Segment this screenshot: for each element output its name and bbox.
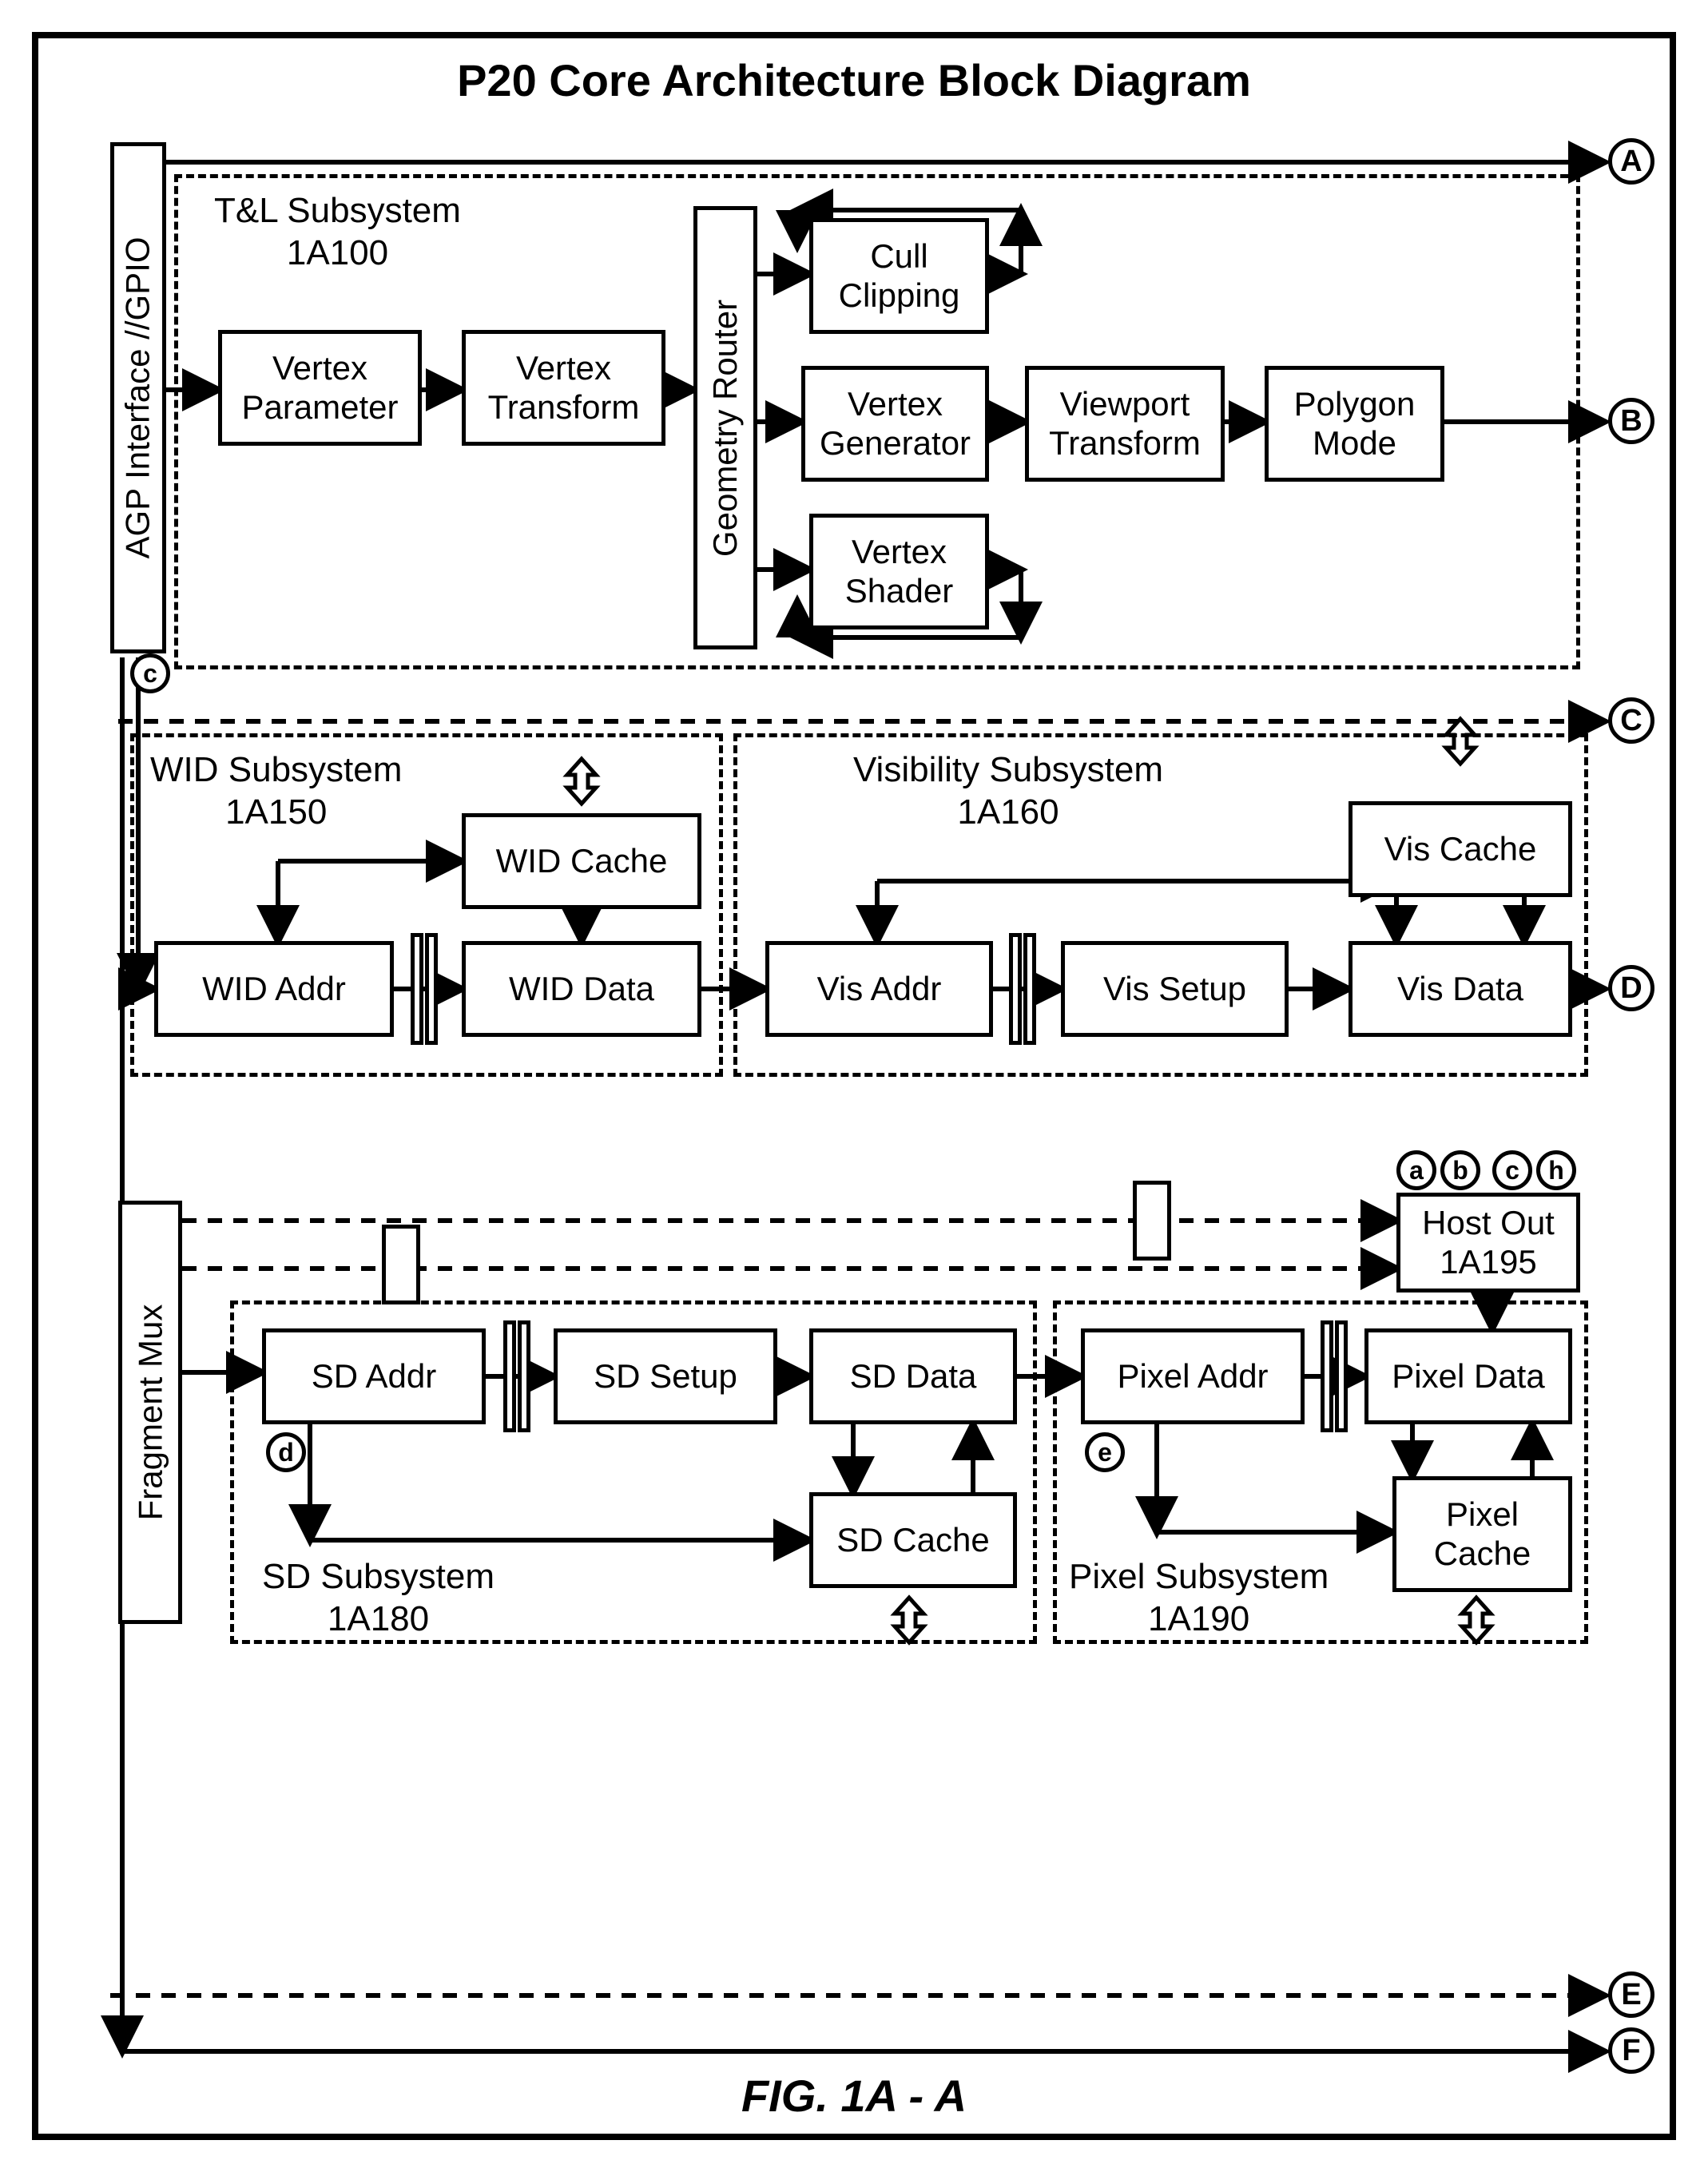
connector-badge-B: B	[1608, 398, 1654, 444]
bus-connector	[1321, 1320, 1333, 1432]
connector-badge-D: D	[1608, 965, 1654, 1011]
connector-badge-c: c	[130, 653, 170, 693]
connector-badge-e: e	[1085, 1432, 1125, 1472]
wid-subsystem-label: WID Subsystem1A150	[150, 749, 402, 834]
connector-badge-b: b	[1440, 1150, 1480, 1190]
cull_clip-block: CullClipping	[809, 218, 989, 334]
connector-badge-E: E	[1608, 1971, 1654, 2018]
connector-badge-d: d	[266, 1432, 306, 1472]
connector-badge-c: c	[1492, 1150, 1532, 1190]
wid_addr-block: WID Addr	[154, 941, 394, 1037]
bus-connector	[503, 1320, 516, 1432]
figure-label: FIG. 1A - A	[38, 2070, 1670, 2122]
connector-badge-F: F	[1608, 2027, 1654, 2074]
vertex_transform-block: VertexTransform	[462, 330, 665, 446]
bus-connector	[382, 1225, 420, 1304]
vis_setup-block: Vis Setup	[1061, 941, 1289, 1037]
bus-connector	[1009, 933, 1022, 1045]
sd_data-block: SD Data	[809, 1328, 1017, 1424]
sd_cache-block: SD Cache	[809, 1492, 1017, 1588]
vertex_gen-block: VertexGenerator	[801, 366, 989, 482]
polygon-block: PolygonMode	[1265, 366, 1444, 482]
connector-badge-C: C	[1608, 697, 1654, 744]
vis_data-block: Vis Data	[1349, 941, 1572, 1037]
sd_setup-block: SD Setup	[554, 1328, 777, 1424]
diagram-title: P20 Core Architecture Block Diagram	[38, 54, 1670, 106]
connector-badge-h: h	[1536, 1150, 1576, 1190]
vis_cache-block: Vis Cache	[1349, 801, 1572, 897]
bus-connector	[425, 933, 438, 1045]
bus-connector	[1133, 1181, 1171, 1261]
pixel_addr-block: Pixel Addr	[1081, 1328, 1305, 1424]
bus-connector	[518, 1320, 530, 1432]
host_out-block: Host Out1A195	[1396, 1193, 1580, 1292]
vis_addr-block: Vis Addr	[765, 941, 993, 1037]
pixel-subsystem-label: Pixel Subsystem1A190	[1069, 1556, 1329, 1641]
vertex_shader-block: VertexShader	[809, 514, 989, 629]
tnl-subsystem-label: T&L Subsystem1A100	[214, 190, 461, 275]
connector-badge-a: a	[1396, 1150, 1436, 1190]
frag_mux-bar: Fragment Mux	[118, 1201, 182, 1624]
agp-bar: AGP Interface //GPIO	[110, 142, 166, 653]
wid_data-block: WID Data	[462, 941, 701, 1037]
viewport-block: ViewportTransform	[1025, 366, 1225, 482]
bus-connector	[411, 933, 423, 1045]
bus-connector	[1335, 1320, 1348, 1432]
wid_cache-block: WID Cache	[462, 813, 701, 909]
vis-subsystem-label: Visibility Subsystem1A160	[853, 749, 1163, 834]
pixel_data-block: Pixel Data	[1364, 1328, 1572, 1424]
bus-connector	[1023, 933, 1036, 1045]
vertex_param-block: VertexParameter	[218, 330, 422, 446]
sd_addr-block: SD Addr	[262, 1328, 486, 1424]
sd-subsystem-label: SD Subsystem1A180	[262, 1556, 495, 1641]
geom_router-block: Geometry Router	[693, 206, 757, 649]
connector-badge-A: A	[1608, 138, 1654, 185]
pixel_cache-block: PixelCache	[1392, 1476, 1572, 1592]
